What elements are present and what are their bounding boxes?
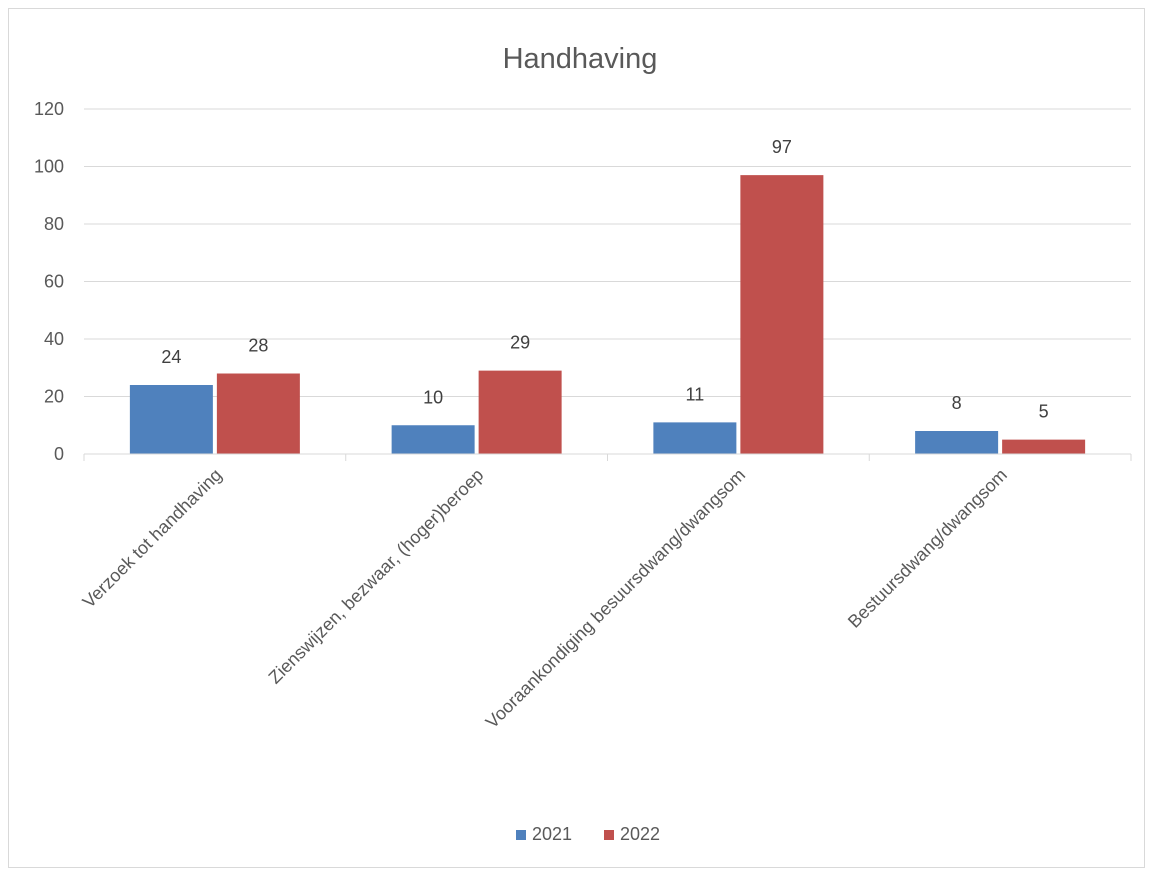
category-label: Bestuursdwang/dwangsom bbox=[844, 465, 1011, 632]
bar-2021 bbox=[653, 422, 737, 454]
y-tick-label: 0 bbox=[54, 444, 64, 464]
bar-2021 bbox=[391, 425, 475, 454]
legend-label: 2021 bbox=[532, 824, 572, 844]
data-label: 11 bbox=[686, 384, 705, 404]
y-axis-ticks: 0 20 40 60 80 100 120 bbox=[34, 99, 64, 464]
legend: 2021 2022 bbox=[516, 824, 660, 844]
chart-title: Handhaving bbox=[503, 43, 658, 75]
data-label: 97 bbox=[772, 137, 792, 157]
category-label: Verzoek tot handhaving bbox=[79, 465, 226, 612]
category-labels: Verzoek tot handhaving Zienswijzen, bezwa… bbox=[79, 465, 1011, 732]
gridlines bbox=[84, 108, 1131, 397]
bar-2022 bbox=[216, 373, 300, 454]
y-tick-label: 60 bbox=[44, 272, 64, 292]
category-label: Zienswijzen, bezwaar, (hoger)beroep bbox=[265, 465, 488, 688]
bar-2022 bbox=[1002, 439, 1086, 454]
y-tick-label: 80 bbox=[44, 214, 64, 234]
bar-2021 bbox=[129, 385, 213, 454]
data-label: 28 bbox=[248, 336, 268, 356]
data-label: 8 bbox=[952, 393, 962, 413]
legend-swatch bbox=[604, 830, 614, 840]
data-label: 24 bbox=[161, 347, 181, 367]
data-label: 29 bbox=[510, 333, 530, 353]
category-label: Vooraankondiging besuursdwang/dwangsom bbox=[482, 465, 749, 732]
data-label: 10 bbox=[423, 387, 443, 407]
x-axis bbox=[83, 453, 1132, 461]
bar-2022 bbox=[478, 370, 562, 454]
y-tick-label: 100 bbox=[34, 157, 64, 177]
data-label: 5 bbox=[1039, 402, 1049, 422]
legend-swatch bbox=[516, 830, 526, 840]
bar-2022 bbox=[740, 175, 824, 454]
bar-2021 bbox=[915, 431, 999, 454]
bars bbox=[129, 175, 1086, 454]
data-labels: 24 28 10 29 11 97 8 5 bbox=[161, 137, 1048, 422]
legend-label: 2022 bbox=[620, 824, 660, 844]
y-tick-label: 40 bbox=[44, 329, 64, 349]
y-tick-label: 120 bbox=[34, 99, 64, 119]
y-tick-label: 20 bbox=[44, 387, 64, 407]
